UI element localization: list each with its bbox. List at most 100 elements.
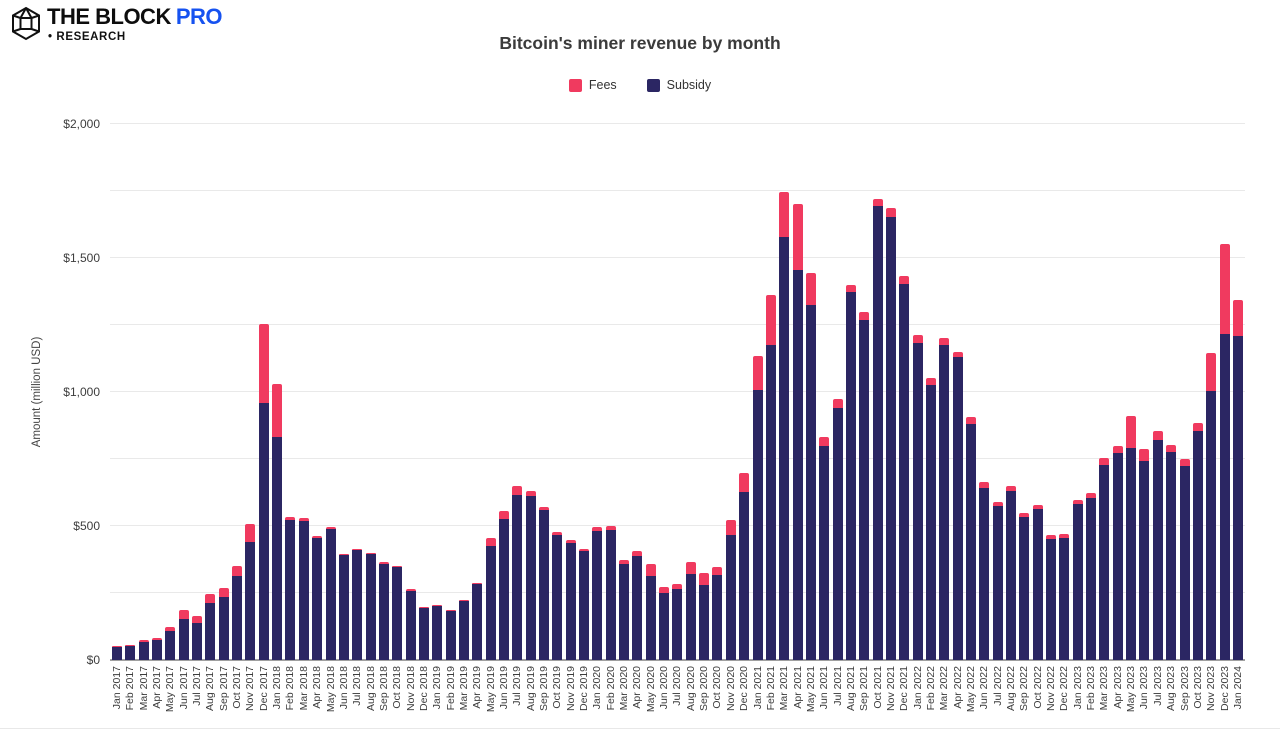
- bar-nov-2023[interactable]: Nov 2023: [1205, 124, 1217, 711]
- subsidy-segment[interactable]: [872, 206, 883, 660]
- subsidy-segment[interactable]: [1032, 509, 1043, 660]
- subsidy-segment[interactable]: [792, 270, 803, 660]
- fees-segment[interactable]: [365, 552, 376, 555]
- fees-segment[interactable]: [579, 548, 590, 552]
- bar-oct-2019[interactable]: Oct 2019: [551, 124, 563, 709]
- bar-jun-2021[interactable]: Jun 2021: [818, 124, 830, 709]
- bar-mar-2019[interactable]: Mar 2019: [458, 124, 470, 710]
- fees-segment[interactable]: [378, 562, 389, 564]
- subsidy-segment[interactable]: [765, 345, 776, 660]
- fees-segment[interactable]: [912, 335, 923, 343]
- bar-mar-2021[interactable]: Mar 2021: [778, 124, 790, 710]
- fees-segment[interactable]: [392, 565, 403, 568]
- bar-feb-2020[interactable]: Feb 2020: [605, 124, 617, 710]
- subsidy-segment[interactable]: [432, 605, 443, 660]
- bar-dec-2021[interactable]: Dec 2021: [898, 124, 910, 711]
- fees-segment[interactable]: [325, 526, 336, 529]
- subsidy-segment[interactable]: [899, 283, 910, 660]
- fees-segment[interactable]: [1192, 423, 1203, 431]
- fees-segment[interactable]: [405, 589, 416, 591]
- fees-segment[interactable]: [739, 472, 750, 492]
- subsidy-segment[interactable]: [1232, 336, 1243, 660]
- bar-mar-2023[interactable]: Mar 2023: [1098, 124, 1110, 710]
- fees-segment[interactable]: [685, 561, 696, 574]
- subsidy-segment[interactable]: [632, 555, 643, 660]
- bar-mar-2018[interactable]: Mar 2018: [298, 124, 310, 710]
- bar-jul-2020[interactable]: Jul 2020: [671, 124, 683, 706]
- fees-segment[interactable]: [539, 506, 549, 510]
- subsidy-segment[interactable]: [752, 389, 763, 660]
- fees-segment[interactable]: [1232, 299, 1243, 337]
- bar-oct-2023[interactable]: Oct 2023: [1192, 124, 1204, 709]
- subsidy-segment[interactable]: [979, 487, 990, 660]
- fees-segment[interactable]: [552, 531, 563, 536]
- fees-segment[interactable]: [192, 616, 203, 623]
- bar-nov-2022[interactable]: Nov 2022: [1045, 124, 1057, 711]
- bar-mar-2022[interactable]: Mar 2022: [938, 124, 950, 710]
- fees-segment[interactable]: [125, 645, 136, 646]
- subsidy-segment[interactable]: [1152, 440, 1163, 660]
- subsidy-segment[interactable]: [859, 320, 870, 660]
- subsidy-segment[interactable]: [1206, 391, 1217, 660]
- fees-segment[interactable]: [138, 640, 149, 643]
- fees-segment[interactable]: [805, 272, 816, 305]
- fees-segment[interactable]: [1099, 458, 1110, 465]
- subsidy-segment[interactable]: [725, 534, 736, 660]
- fees-segment[interactable]: [1019, 513, 1030, 518]
- subsidy-segment[interactable]: [579, 551, 590, 660]
- fees-segment[interactable]: [845, 285, 856, 293]
- bar-sep-2017[interactable]: Sep 2017: [218, 124, 230, 711]
- subsidy-segment[interactable]: [1046, 539, 1057, 660]
- subsidy-segment[interactable]: [485, 545, 496, 660]
- subsidy-segment[interactable]: [325, 528, 336, 660]
- subsidy-segment[interactable]: [218, 596, 229, 660]
- subsidy-segment[interactable]: [352, 550, 363, 660]
- fees-segment[interactable]: [298, 517, 309, 521]
- bar-jan-2020[interactable]: Jan 2020: [591, 124, 603, 709]
- bar-dec-2023[interactable]: Dec 2023: [1219, 124, 1231, 711]
- subsidy-segment[interactable]: [258, 402, 269, 660]
- fees-segment[interactable]: [458, 600, 469, 602]
- fees-segment[interactable]: [752, 356, 763, 390]
- subsidy-segment[interactable]: [472, 584, 483, 660]
- subsidy-segment[interactable]: [245, 541, 256, 660]
- subsidy-segment[interactable]: [285, 520, 296, 660]
- subsidy-segment[interactable]: [712, 575, 723, 660]
- fees-segment[interactable]: [885, 208, 896, 217]
- subsidy-segment[interactable]: [418, 608, 429, 660]
- bar-apr-2017[interactable]: Apr 2017: [151, 124, 163, 709]
- fees-segment[interactable]: [659, 586, 670, 593]
- subsidy-segment[interactable]: [819, 445, 830, 660]
- subsidy-segment[interactable]: [1219, 333, 1230, 660]
- subsidy-segment[interactable]: [1139, 461, 1150, 660]
- fees-segment[interactable]: [992, 501, 1003, 507]
- bar-jul-2023[interactable]: Jul 2023: [1152, 124, 1164, 706]
- fees-segment[interactable]: [699, 573, 710, 586]
- subsidy-segment[interactable]: [1059, 538, 1070, 660]
- subsidy-segment[interactable]: [498, 519, 509, 660]
- bar-oct-2018[interactable]: Oct 2018: [391, 124, 403, 709]
- bar-sep-2018[interactable]: Sep 2018: [378, 124, 390, 711]
- fees-segment[interactable]: [445, 609, 456, 611]
- subsidy-segment[interactable]: [659, 592, 670, 660]
- subsidy-segment[interactable]: [378, 563, 389, 660]
- fees-segment[interactable]: [725, 520, 736, 535]
- bar-jan-2023[interactable]: Jan 2023: [1072, 124, 1084, 709]
- subsidy-segment[interactable]: [445, 610, 456, 660]
- bar-jan-2024[interactable]: Jan 2024: [1232, 124, 1244, 709]
- fees-segment[interactable]: [1179, 459, 1190, 466]
- fees-segment[interactable]: [218, 588, 229, 597]
- fees-segment[interactable]: [872, 198, 883, 207]
- bar-apr-2019[interactable]: Apr 2019: [471, 124, 483, 709]
- fees-segment[interactable]: [605, 525, 616, 531]
- bar-dec-2018[interactable]: Dec 2018: [418, 124, 430, 711]
- fees-segment[interactable]: [1046, 535, 1057, 540]
- bar-aug-2020[interactable]: Aug 2020: [685, 124, 697, 711]
- subsidy-segment[interactable]: [1112, 453, 1123, 660]
- bar-may-2023[interactable]: May 2023: [1125, 124, 1137, 712]
- fees-segment[interactable]: [1086, 493, 1097, 498]
- fees-segment[interactable]: [966, 417, 976, 424]
- bar-feb-2018[interactable]: Feb 2018: [284, 124, 296, 710]
- fees-segment[interactable]: [205, 594, 216, 603]
- subsidy-segment[interactable]: [672, 589, 683, 660]
